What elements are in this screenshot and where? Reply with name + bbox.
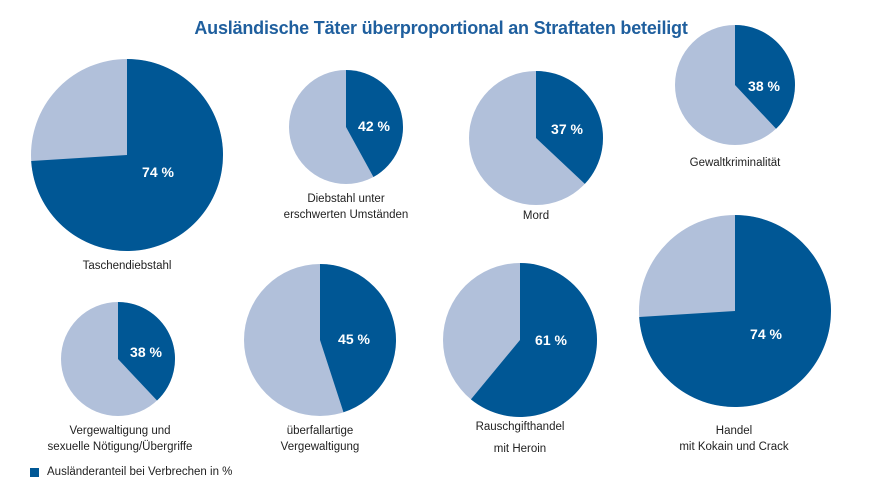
- pie-value-label-berfallartige-vergewaltigung: 45 %: [338, 331, 370, 347]
- pie-caption-kokain: Handel mit Kokain und Crack: [614, 423, 854, 455]
- legend: Ausländeranteil bei Verbrechen in %: [30, 466, 232, 478]
- caption-line: Vergewaltigung: [280, 441, 360, 453]
- caption-line: sexuelle Nötigung/Übergriffe: [47, 441, 193, 453]
- caption-line: Taschendiebstahl: [82, 260, 172, 272]
- chart-title: Ausländische Täter überproportional an S…: [194, 18, 688, 38]
- pie-slice-mord: [536, 71, 603, 184]
- pie-value-label-taschendiebstahl: 74 %: [142, 164, 174, 180]
- caption-line: Handel: [715, 425, 753, 437]
- pie-caption-taschendiebstahl: Taschendiebstahl: [7, 258, 247, 274]
- caption-line: Diebstahl unter: [307, 193, 385, 205]
- pie-caption-ueberfallartige: überfallartige Vergewaltigung: [200, 423, 440, 455]
- caption-line: überfallartige: [286, 425, 354, 437]
- pie-caption-gewaltkriminalitaet: Gewaltkriminalität: [615, 155, 855, 171]
- pie-slice-berfallartige-vergewaltigung: [320, 264, 397, 413]
- pie-value-label-gewaltkriminalit-t: 38 %: [748, 78, 780, 94]
- caption-line: Rauschgifthandel: [475, 421, 565, 433]
- pie-slice-taschendiebstahl: [31, 59, 224, 252]
- caption-line: erschwerten Umständen: [283, 209, 409, 221]
- caption-line: mit Heroin: [493, 443, 547, 455]
- pie-value-label-diebstahl-unter-erschwerten-umst-nden: 42 %: [358, 118, 390, 134]
- legend-swatch: [30, 467, 39, 477]
- pie-caption-diebstahl: Diebstahl unter erschwerten Umständen: [226, 191, 466, 223]
- pie-caption-rauschgifthandel: Rauschgifthandel mit Heroin: [400, 416, 640, 460]
- pie-slice-vergewaltigung-und-sexuelle-n-tigung-bergriffe: [118, 302, 175, 401]
- pie-value-label-rauschgifthandel-mit-heroin: 61 %: [535, 332, 567, 348]
- pie-slice-rauschgifthandel-mit-heroin: [470, 263, 598, 417]
- pie-value-label-handel-mit-kokain-und-crack: 74 %: [750, 326, 782, 342]
- caption-line: Gewaltkriminalität: [689, 157, 781, 169]
- caption-line: Mord: [522, 210, 550, 222]
- pie-slice-gewaltkriminalit-t: [735, 25, 795, 129]
- pie-caption-vergewaltigung: Vergewaltigung und sexuelle Nötigung/Übe…: [0, 423, 240, 455]
- pie-caption-mord: Mord: [416, 208, 656, 224]
- legend-label: Ausländeranteil bei Verbrechen in %: [47, 466, 233, 478]
- pie-value-label-mord: 37 %: [551, 121, 583, 137]
- pie-slice-handel-mit-kokain-und-crack: [639, 215, 832, 408]
- pie-value-label-vergewaltigung-und-sexuelle-n-tigung-bergriffe: 38 %: [130, 344, 162, 360]
- caption-line: mit Kokain und Crack: [679, 441, 789, 453]
- pie-slice-diebstahl-unter-erschwerten-umst-nden: [346, 70, 404, 177]
- caption-line: Vergewaltigung und: [69, 425, 171, 437]
